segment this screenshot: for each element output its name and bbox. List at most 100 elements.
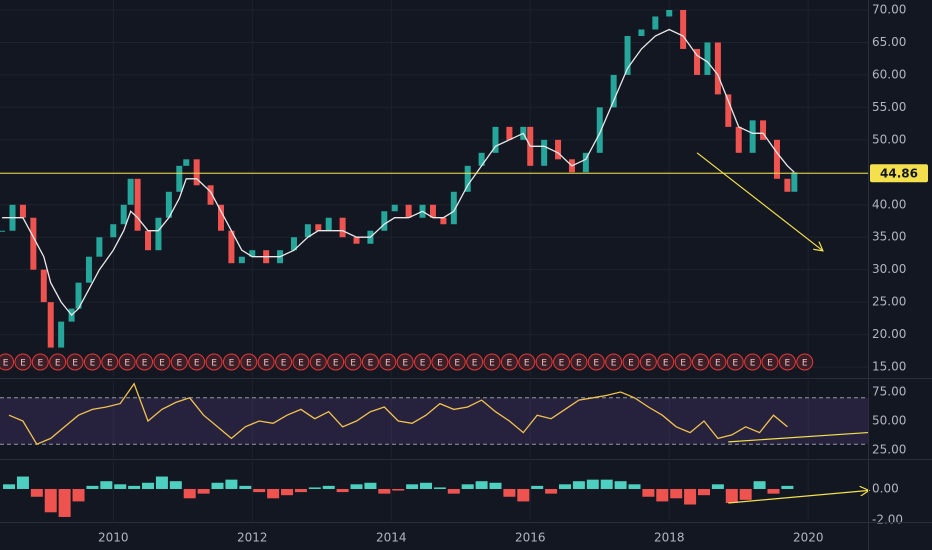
earnings-marker (309, 353, 327, 371)
candle (381, 211, 388, 231)
earnings-label: E (785, 359, 791, 369)
histogram-bar (72, 488, 85, 502)
earnings-label: E (559, 359, 565, 369)
histogram-bar (100, 481, 113, 489)
earnings-marker (396, 353, 414, 371)
candle (207, 185, 214, 205)
earnings-marker (275, 353, 293, 371)
candle (193, 159, 200, 186)
earnings-label: E (750, 359, 756, 369)
candle (249, 250, 256, 257)
histogram-bar (684, 488, 697, 505)
candle (694, 48, 701, 75)
earnings-marker (657, 353, 675, 371)
y-tick-label: 15.00 (872, 360, 906, 374)
histogram-bar (670, 488, 683, 499)
histogram-bar (517, 488, 530, 502)
y-tick-label: 55.00 (872, 100, 906, 114)
earnings-marker (344, 353, 362, 371)
x-tick-label: 2016 (515, 531, 546, 545)
candle (0, 230, 6, 232)
histogram-bar (350, 484, 363, 489)
earnings-marker (49, 353, 67, 371)
candle (638, 29, 645, 36)
x-tick-label: 2010 (98, 531, 129, 545)
candle (704, 42, 711, 75)
histogram-bar (558, 484, 571, 489)
earnings-marker (483, 353, 501, 371)
trend-line (696, 152, 822, 250)
y-tick-label: -2.00 (872, 513, 903, 527)
candle (176, 165, 183, 192)
histogram-bar (364, 482, 377, 489)
earnings-marker (570, 353, 588, 371)
histogram-bar (30, 488, 43, 497)
candle (725, 94, 732, 127)
earnings-marker (83, 353, 101, 371)
earnings-marker (222, 353, 240, 371)
histogram-bar (253, 488, 266, 493)
candle (145, 230, 152, 251)
histogram-bar (308, 487, 321, 489)
price-label-box (870, 164, 928, 183)
histogram-bar (155, 476, 168, 489)
candle (325, 217, 332, 231)
earnings-marker (205, 353, 223, 371)
earnings-label: E (368, 359, 374, 369)
earnings-label: E (20, 359, 26, 369)
histogram-bar (586, 479, 599, 489)
histogram-bar (739, 488, 752, 500)
earnings-marker (188, 353, 206, 371)
earnings-marker (240, 353, 258, 371)
candle (429, 204, 436, 218)
histogram-bar (114, 484, 127, 489)
trend-line (728, 431, 869, 443)
candle (784, 178, 791, 192)
earnings-marker (361, 353, 379, 371)
earnings-label: E (437, 359, 443, 369)
histogram-bar (503, 488, 516, 497)
earnings-label: E (72, 359, 78, 369)
histogram-bar (58, 488, 71, 517)
earnings-marker (327, 353, 345, 371)
earnings-marker (292, 353, 310, 371)
earnings-label: E (3, 359, 9, 369)
candle (596, 107, 603, 153)
candle (183, 159, 190, 166)
candle (749, 120, 756, 153)
histogram-bar (267, 488, 280, 499)
candle (75, 282, 82, 309)
earnings-label: E (107, 359, 113, 369)
histogram-bar (336, 488, 349, 493)
x-tick-label: 2014 (376, 531, 407, 545)
candle (773, 139, 780, 179)
earnings-marker (778, 353, 796, 371)
histogram-bar (86, 485, 99, 489)
y-tick-label: 35.00 (872, 230, 906, 244)
candle (464, 165, 471, 192)
candle (96, 237, 103, 257)
earnings-label: E (333, 359, 339, 369)
histogram-bar (447, 488, 460, 494)
y-tick-label: 70.00 (872, 2, 906, 16)
earnings-label: E (732, 359, 738, 369)
histogram-bar (753, 481, 766, 489)
earnings-marker (518, 353, 536, 371)
histogram-bar (211, 482, 224, 489)
histogram-bar (322, 485, 335, 489)
earnings-marker (448, 353, 466, 371)
histogram-bar (3, 484, 16, 489)
earnings-label: E (281, 359, 287, 369)
candle (47, 302, 54, 348)
candle (450, 191, 457, 225)
histogram-bar (461, 484, 474, 489)
candle (440, 217, 447, 225)
earnings-marker (744, 353, 762, 371)
earnings-marker (674, 353, 692, 371)
earnings-marker (66, 353, 84, 371)
earnings-label: E (420, 359, 426, 369)
earnings-marker (622, 353, 640, 371)
candle (155, 217, 162, 251)
earnings-label: E (211, 359, 217, 369)
